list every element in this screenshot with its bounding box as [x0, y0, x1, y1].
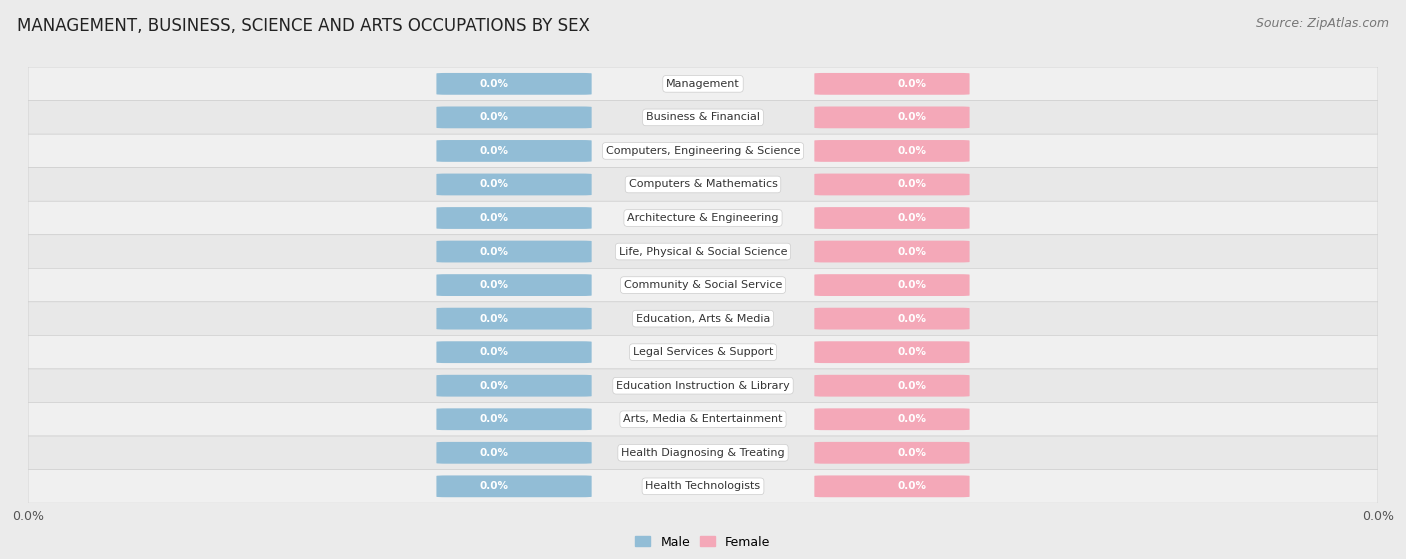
FancyBboxPatch shape	[814, 442, 970, 464]
FancyBboxPatch shape	[436, 408, 592, 430]
Text: 0.0%: 0.0%	[479, 247, 509, 257]
FancyBboxPatch shape	[436, 173, 592, 196]
FancyBboxPatch shape	[28, 67, 1378, 101]
Text: Legal Services & Support: Legal Services & Support	[633, 347, 773, 357]
FancyBboxPatch shape	[28, 436, 1378, 470]
FancyBboxPatch shape	[436, 375, 592, 397]
FancyBboxPatch shape	[436, 140, 592, 162]
Text: 0.0%: 0.0%	[479, 112, 509, 122]
FancyBboxPatch shape	[28, 201, 1378, 235]
FancyBboxPatch shape	[814, 207, 970, 229]
Text: 0.0%: 0.0%	[897, 146, 927, 156]
FancyBboxPatch shape	[814, 73, 970, 94]
FancyBboxPatch shape	[436, 73, 592, 94]
FancyBboxPatch shape	[28, 302, 1378, 335]
FancyBboxPatch shape	[814, 240, 970, 262]
FancyBboxPatch shape	[814, 173, 970, 196]
Text: 0.0%: 0.0%	[897, 414, 927, 424]
FancyBboxPatch shape	[436, 207, 592, 229]
Text: Computers, Engineering & Science: Computers, Engineering & Science	[606, 146, 800, 156]
Text: 0.0%: 0.0%	[897, 280, 927, 290]
FancyBboxPatch shape	[436, 341, 592, 363]
Text: Source: ZipAtlas.com: Source: ZipAtlas.com	[1256, 17, 1389, 30]
FancyBboxPatch shape	[814, 274, 970, 296]
Text: Architecture & Engineering: Architecture & Engineering	[627, 213, 779, 223]
FancyBboxPatch shape	[28, 402, 1378, 436]
Text: 0.0%: 0.0%	[897, 314, 927, 324]
Text: Life, Physical & Social Science: Life, Physical & Social Science	[619, 247, 787, 257]
Text: 0.0%: 0.0%	[479, 347, 509, 357]
Text: 0.0%: 0.0%	[897, 481, 927, 491]
FancyBboxPatch shape	[28, 235, 1378, 268]
Text: MANAGEMENT, BUSINESS, SCIENCE AND ARTS OCCUPATIONS BY SEX: MANAGEMENT, BUSINESS, SCIENCE AND ARTS O…	[17, 17, 589, 35]
FancyBboxPatch shape	[814, 408, 970, 430]
FancyBboxPatch shape	[28, 101, 1378, 134]
Text: Management: Management	[666, 79, 740, 89]
FancyBboxPatch shape	[28, 168, 1378, 201]
Text: Health Technologists: Health Technologists	[645, 481, 761, 491]
Text: 0.0%: 0.0%	[479, 213, 509, 223]
FancyBboxPatch shape	[814, 475, 970, 498]
Text: 0.0%: 0.0%	[479, 280, 509, 290]
Text: 0.0%: 0.0%	[897, 112, 927, 122]
Text: Health Diagnosing & Treating: Health Diagnosing & Treating	[621, 448, 785, 458]
FancyBboxPatch shape	[28, 335, 1378, 369]
Text: 0.0%: 0.0%	[897, 448, 927, 458]
Text: Education Instruction & Library: Education Instruction & Library	[616, 381, 790, 391]
Text: 0.0%: 0.0%	[479, 381, 509, 391]
FancyBboxPatch shape	[436, 106, 592, 128]
Text: 0.0%: 0.0%	[897, 347, 927, 357]
FancyBboxPatch shape	[436, 240, 592, 262]
Text: Business & Financial: Business & Financial	[645, 112, 761, 122]
Text: Education, Arts & Media: Education, Arts & Media	[636, 314, 770, 324]
Legend: Male, Female: Male, Female	[630, 530, 776, 553]
Text: Community & Social Service: Community & Social Service	[624, 280, 782, 290]
FancyBboxPatch shape	[814, 375, 970, 397]
Text: 0.0%: 0.0%	[479, 79, 509, 89]
FancyBboxPatch shape	[28, 268, 1378, 302]
Text: Computers & Mathematics: Computers & Mathematics	[628, 179, 778, 190]
Text: 0.0%: 0.0%	[479, 414, 509, 424]
Text: 0.0%: 0.0%	[479, 146, 509, 156]
Text: 0.0%: 0.0%	[897, 381, 927, 391]
Text: 0.0%: 0.0%	[479, 448, 509, 458]
FancyBboxPatch shape	[436, 274, 592, 296]
Text: 0.0%: 0.0%	[897, 179, 927, 190]
FancyBboxPatch shape	[814, 307, 970, 329]
FancyBboxPatch shape	[28, 134, 1378, 168]
FancyBboxPatch shape	[436, 307, 592, 329]
FancyBboxPatch shape	[28, 470, 1378, 503]
FancyBboxPatch shape	[436, 442, 592, 464]
Text: 0.0%: 0.0%	[897, 247, 927, 257]
FancyBboxPatch shape	[814, 341, 970, 363]
FancyBboxPatch shape	[814, 106, 970, 128]
FancyBboxPatch shape	[28, 369, 1378, 402]
Text: 0.0%: 0.0%	[479, 314, 509, 324]
FancyBboxPatch shape	[436, 475, 592, 498]
FancyBboxPatch shape	[814, 140, 970, 162]
Text: 0.0%: 0.0%	[897, 213, 927, 223]
Text: 0.0%: 0.0%	[479, 481, 509, 491]
Text: Arts, Media & Entertainment: Arts, Media & Entertainment	[623, 414, 783, 424]
Text: 0.0%: 0.0%	[479, 179, 509, 190]
Text: 0.0%: 0.0%	[897, 79, 927, 89]
